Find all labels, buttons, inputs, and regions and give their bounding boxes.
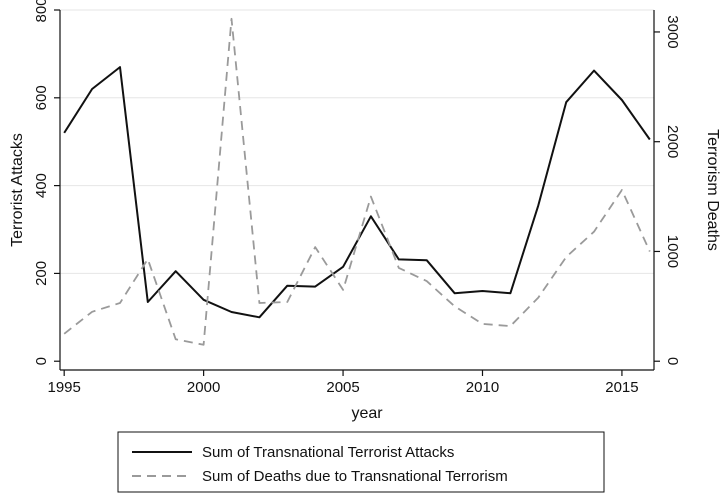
y-right-tick-label-2000: 2000 [664, 125, 681, 158]
x-tick-label-2005: 2005 [326, 379, 359, 396]
series-line-0 [63, 66, 651, 319]
y-left-tick-label-400: 400 [33, 173, 50, 198]
series-lines [63, 17, 651, 346]
y-axis-left-title: Terrorist Attacks [9, 133, 26, 247]
legend: Sum of Transnational Terrorist Attacks S… [117, 431, 605, 493]
x-tick-label-2000: 2000 [187, 379, 220, 396]
y-left-tick-label-0: 0 [33, 357, 50, 365]
series-line-1 [63, 17, 651, 346]
y-right-tick-label-3000: 3000 [664, 15, 681, 48]
x-tick-label-2010: 2010 [466, 379, 499, 396]
x-tick-label-1995: 1995 [47, 379, 80, 396]
legend-label-attacks: Sum of Transnational Terrorist Attacks [202, 444, 454, 461]
legend-box [117, 431, 605, 493]
axes: 0 200 400 600 800 0 1000 2000 3000 1995 2000 2005 20… [33, 0, 681, 396]
y-left-tick-label-200: 200 [33, 261, 50, 286]
x-axis-title: year [351, 405, 383, 422]
y-right-tick-label-0: 0 [664, 357, 681, 365]
plot-area [60, 10, 654, 370]
y-left-tick-label-800: 800 [33, 0, 50, 23]
x-tick-label-2015: 2015 [605, 379, 638, 396]
y-axis-right-title: Terrorism Deaths [704, 129, 721, 251]
y-left-tick-label-600: 600 [33, 85, 50, 110]
legend-label-deaths: Sum of Deaths due to Transnational Terro… [202, 468, 508, 485]
y-right-tick-label-1000: 1000 [664, 235, 681, 268]
